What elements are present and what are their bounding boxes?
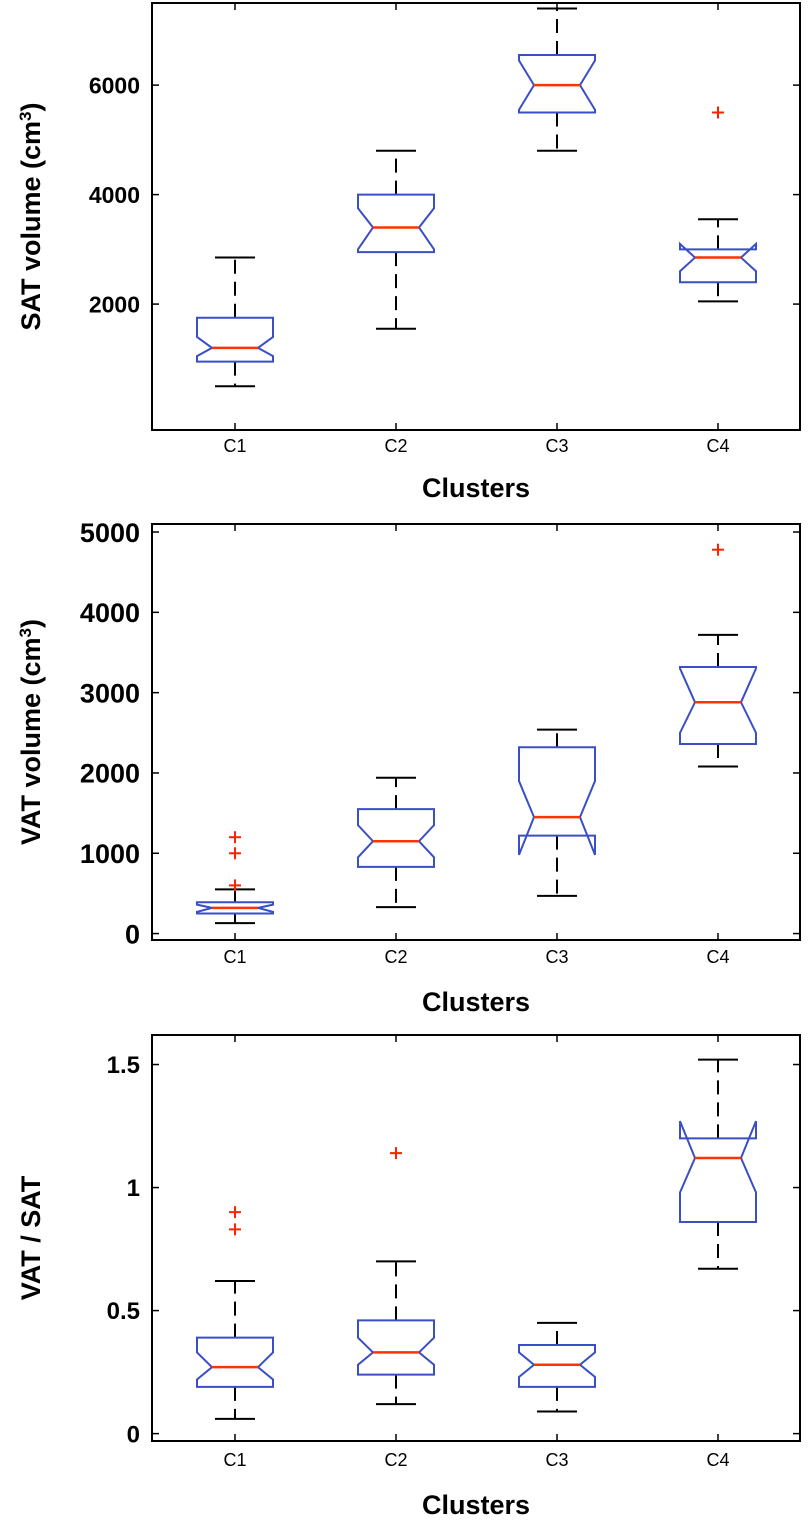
y-axis-label: VAT volume (cm3)	[16, 619, 47, 845]
y-tick-label: 2000	[80, 759, 140, 789]
x-tick-label: C4	[706, 436, 729, 456]
y-axis-label-superscript: 3	[16, 628, 35, 637]
x-axis-label: Clusters	[422, 1490, 530, 1520]
y-axis-label-text: VAT volume (cm	[16, 637, 46, 845]
box-c2	[357, 776, 435, 909]
y-tick-label: 6000	[89, 72, 140, 98]
notched-box	[196, 901, 274, 915]
chart-panel-2: 0 1000 2000 3000 4000 5000 C1 C2 C3 C4 Clusters VAT…	[16, 518, 801, 1017]
notched-box	[518, 1344, 596, 1388]
box-c3	[518, 728, 596, 897]
notched-box	[196, 1336, 274, 1388]
notched-box	[518, 54, 596, 114]
box-c2	[357, 1147, 435, 1406]
y-tick-label: 2000	[89, 291, 140, 317]
y-tick-label: 4000	[89, 182, 140, 208]
plot-frame	[151, 523, 801, 941]
y-tick-label: 1000	[80, 839, 140, 869]
x-tick-label: C2	[384, 1450, 407, 1470]
notched-box	[679, 665, 757, 746]
box-c4	[679, 106, 757, 303]
y-tick-label: 4000	[80, 598, 140, 628]
box-c2	[357, 149, 435, 330]
x-tick-label: C1	[223, 947, 246, 967]
y-axis-label-text: SAT volume (cm	[16, 121, 46, 331]
x-axis-label: Clusters	[422, 473, 530, 503]
x-tick-label: C1	[223, 1450, 246, 1470]
plot-frame	[151, 1034, 801, 1442]
plot-frame	[151, 2, 801, 431]
notched-box	[518, 746, 596, 856]
x-tick-label: C2	[384, 436, 407, 456]
y-tick-label: 3000	[80, 678, 140, 708]
x-tick-label: C4	[706, 1450, 729, 1470]
x-axis-label: Clusters	[422, 987, 530, 1017]
box-c1	[196, 831, 274, 925]
box-c3	[518, 7, 596, 152]
y-tick-label: 0	[125, 919, 140, 949]
chart-panel-1: 2000 4000 6000 C1 C2 C3 C4 Clusters SAT volume (…	[16, 2, 801, 503]
notched-box	[357, 1319, 435, 1376]
box-c3	[518, 1321, 596, 1413]
y-tick-label: 5000	[80, 518, 140, 548]
y-axis-label-superscript: 3	[16, 111, 35, 120]
x-tick-label: C3	[545, 436, 568, 456]
x-tick-label: C1	[223, 436, 246, 456]
box-c1	[196, 1206, 274, 1420]
box-c1	[196, 256, 274, 388]
y-axis-label: SAT volume (cm3)	[16, 102, 47, 330]
chart-panel-3: 0 0.5 1 1.5 C1 C2 C3 C4 Clusters VAT / SAT	[16, 1034, 801, 1520]
y-axis-label-text: VAT / SAT	[16, 1175, 46, 1300]
box-c4	[679, 543, 757, 768]
y-tick-label: 0	[127, 1421, 140, 1448]
x-tick-label: C3	[545, 1450, 568, 1470]
y-tick-label: 0.5	[107, 1298, 140, 1325]
x-tick-label: C2	[384, 947, 407, 967]
x-tick-label: C4	[706, 947, 729, 967]
notched-box	[679, 241, 757, 284]
notched-box	[357, 808, 435, 868]
y-tick-label: 1	[127, 1175, 140, 1202]
notched-box	[196, 316, 274, 363]
y-axis-label-close: )	[16, 102, 46, 111]
notched-box	[357, 193, 435, 254]
y-axis-label-close: )	[16, 619, 46, 628]
notched-box	[679, 1120, 757, 1224]
box-c4	[679, 1058, 757, 1270]
x-tick-label: C3	[545, 947, 568, 967]
y-axis-label: VAT / SAT	[16, 1175, 46, 1300]
y-tick-label: 1.5	[107, 1052, 140, 1079]
